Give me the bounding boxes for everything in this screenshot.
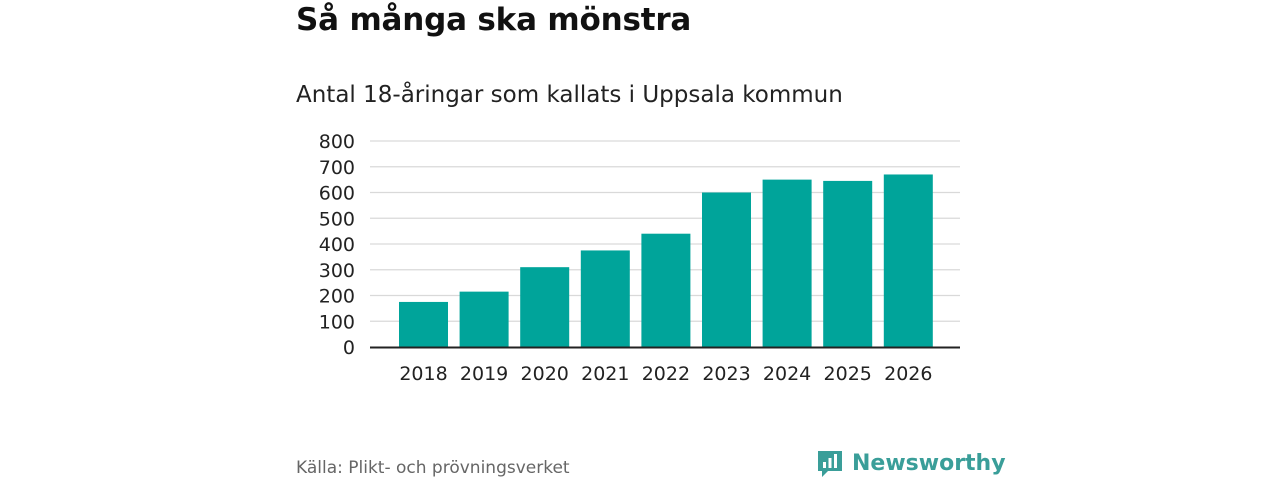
x-tick-label: 2026	[884, 363, 932, 385]
y-tick-label: 800	[319, 131, 355, 153]
bar-2022	[641, 233, 691, 347]
bar-2026	[883, 174, 933, 347]
bar-2019	[459, 291, 509, 347]
x-tick-label: 2018	[399, 363, 447, 385]
x-tick-label: 2021	[581, 363, 629, 385]
bar-2021	[580, 250, 630, 347]
y-tick-label: 700	[319, 157, 355, 179]
y-tick-label: 500	[319, 208, 355, 230]
bar-2023	[702, 192, 751, 347]
bar-2018	[399, 301, 448, 347]
bar-2025	[823, 180, 873, 347]
bar-2024	[762, 179, 812, 347]
y-axis-tick-labels: 0 100 200 300 400 500 600 700 800	[319, 131, 355, 359]
bars	[399, 174, 933, 347]
bar-2020	[520, 267, 570, 347]
x-axis-tick-labels: 2018 2019 2020 2021 2022 2023 2024 2025 2026	[399, 363, 932, 385]
x-tick-label: 2023	[702, 363, 750, 385]
chart-title: Så många ska mönstra	[296, 2, 692, 38]
y-tick-label: 0	[343, 337, 355, 359]
x-tick-label: 2025	[824, 363, 872, 385]
y-tick-label: 400	[319, 234, 355, 256]
x-tick-label: 2024	[763, 363, 811, 385]
source-note: Källa: Plikt- och prövningsverket	[296, 458, 570, 478]
brand-name: Newsworthy	[852, 451, 1006, 476]
x-tick-label: 2019	[460, 363, 508, 385]
x-tick-label: 2020	[521, 363, 569, 385]
y-tick-label: 300	[319, 260, 355, 282]
y-tick-label: 100	[319, 311, 355, 333]
newsworthy-logo-icon	[818, 451, 842, 477]
chart-subtitle: Antal 18-åringar som kallats i Uppsala k…	[296, 82, 843, 108]
y-tick-label: 200	[319, 286, 355, 308]
y-tick-label: 600	[319, 183, 355, 205]
x-tick-label: 2022	[642, 363, 690, 385]
brand-logo: Newsworthy	[816, 448, 1006, 480]
